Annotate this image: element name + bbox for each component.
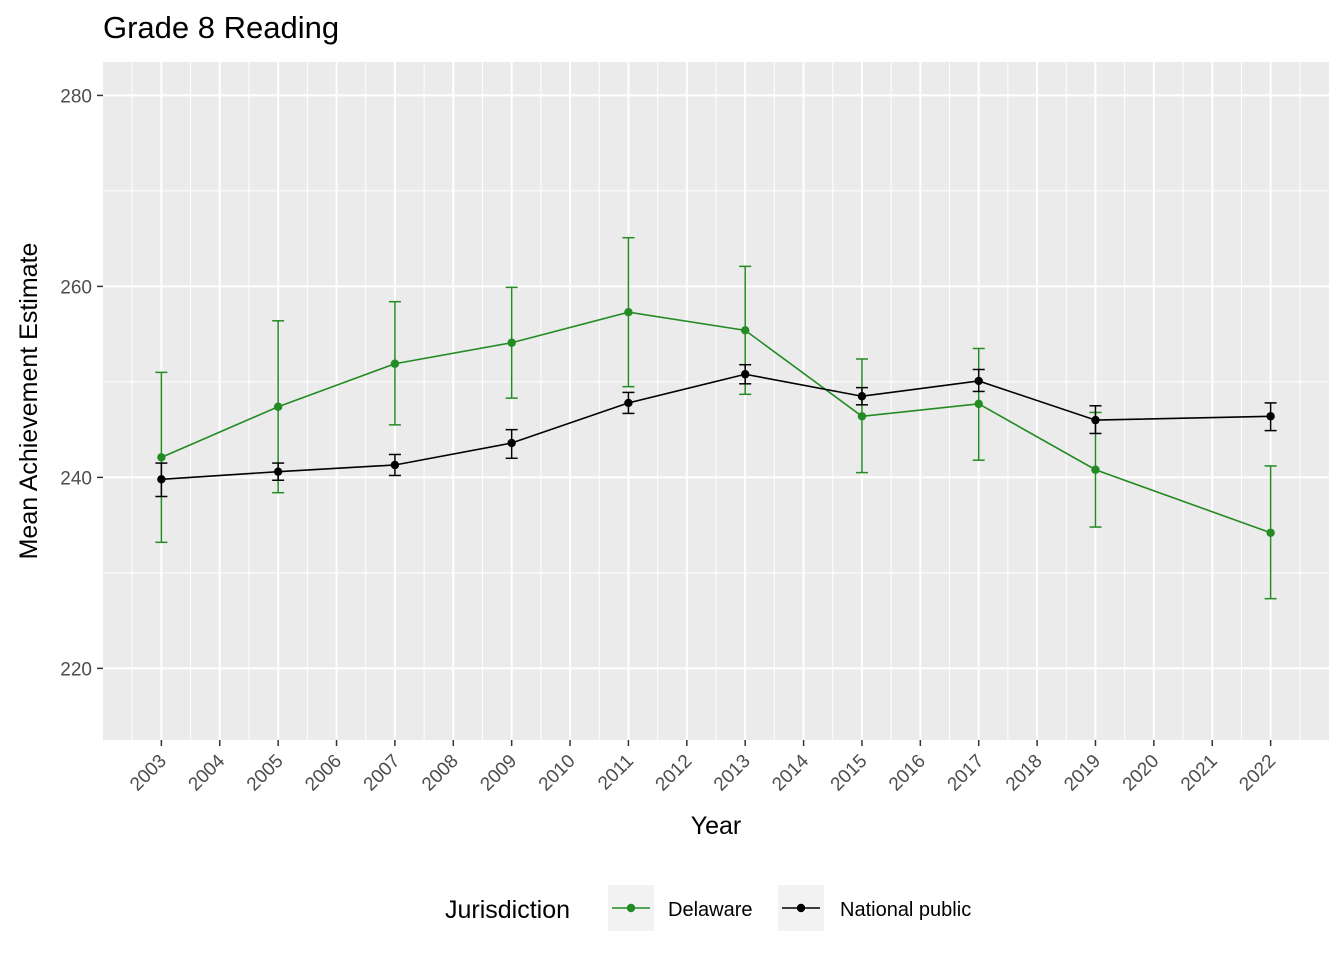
x-tick-label: 2006	[301, 751, 346, 796]
series-delaware	[155, 236, 1277, 600]
x-axis-title: Year	[691, 812, 742, 840]
legend-key-point	[796, 903, 806, 913]
x-tick-label: 2008	[418, 751, 463, 796]
y-axis: 220 240 260 280	[60, 86, 103, 680]
data-point	[1091, 415, 1100, 425]
data-point	[624, 307, 633, 317]
x-tick-label: 2016	[885, 751, 930, 796]
data-point	[624, 398, 633, 408]
x-axis: 2003 2004 2005 2006 2007 2008 2009 2010 2011 2012…	[126, 740, 1280, 795]
x-tick-label: 2012	[652, 751, 697, 796]
data-point	[273, 402, 283, 411]
legend-key-point	[626, 903, 636, 913]
data-point	[507, 338, 516, 347]
data-point	[157, 453, 166, 462]
x-tick-label: 2017	[944, 751, 989, 796]
data-point	[273, 467, 283, 476]
legend-label: National public	[840, 899, 971, 921]
x-tick-label: 2019	[1060, 751, 1105, 796]
data-point	[507, 438, 516, 448]
x-tick-label: 2003	[126, 751, 171, 796]
y-tick-label: 240	[60, 468, 92, 489]
y-tick-label: 220	[60, 659, 92, 680]
data-point	[740, 326, 750, 335]
data-point	[974, 376, 983, 386]
series-line	[161, 373, 1271, 481]
y-axis-title: Mean Achievement Estimate	[15, 243, 43, 560]
grid-minor	[103, 62, 1329, 740]
data-point	[857, 412, 867, 421]
x-tick-label: 2007	[360, 751, 405, 796]
x-tick-label: 2004	[185, 750, 230, 795]
x-tick-label: 2015	[827, 751, 872, 796]
data-point	[857, 392, 867, 401]
data-point	[157, 475, 166, 484]
x-tick-label: 2021	[1177, 751, 1222, 796]
legend-keys: Delaware National public	[608, 885, 971, 931]
x-tick-label: 2009	[476, 751, 521, 796]
legend-title: Jurisdiction	[445, 896, 570, 924]
chart-title: Grade 8 Reading	[103, 10, 340, 45]
y-tick-label: 260	[60, 277, 92, 298]
data-point	[390, 359, 400, 368]
data-point	[740, 370, 750, 379]
data-point	[1266, 412, 1275, 421]
series-line	[161, 311, 1271, 534]
legend-label: Delaware	[668, 899, 752, 921]
data-point	[974, 399, 983, 409]
x-tick-label: 2005	[243, 751, 288, 796]
data-point	[1266, 528, 1275, 537]
y-tick-label: 280	[60, 86, 92, 107]
x-tick-label: 2013	[710, 751, 755, 796]
data-point	[390, 460, 400, 470]
x-tick-label: 2022	[1235, 751, 1280, 796]
legend: Jurisdiction Delaware National public	[445, 885, 971, 931]
series-layer	[155, 236, 1277, 600]
data-point	[1091, 465, 1100, 474]
x-tick-label: 2018	[1002, 751, 1047, 796]
x-tick-label: 2011	[594, 751, 638, 795]
x-tick-label: 2014	[768, 750, 813, 795]
series-national-public	[155, 363, 1277, 498]
x-tick-label: 2020	[1119, 751, 1164, 796]
x-tick-label: 2010	[535, 751, 580, 796]
